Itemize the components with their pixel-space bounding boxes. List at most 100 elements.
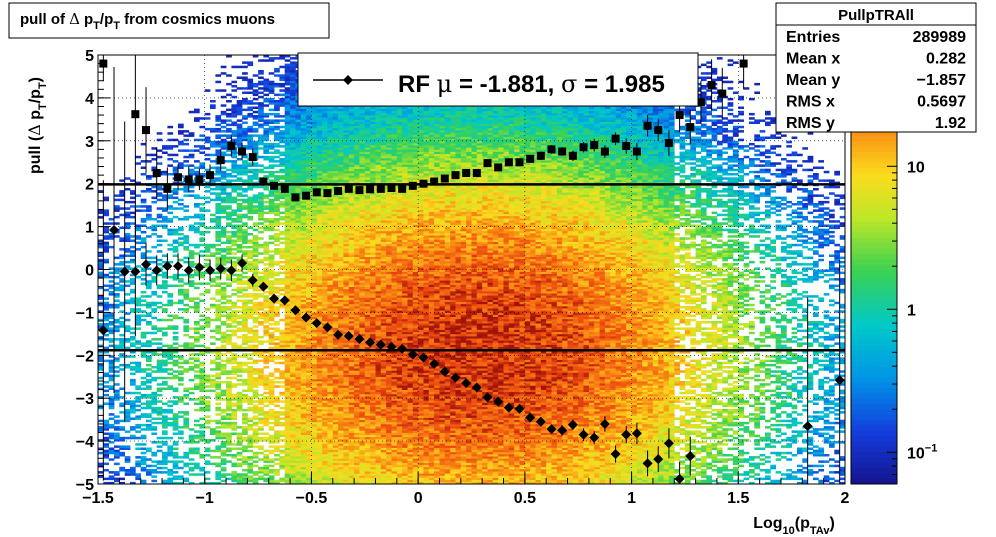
heatmap-cell bbox=[317, 212, 323, 215]
heatmap-cell bbox=[231, 197, 237, 200]
heatmap-cell bbox=[205, 139, 211, 142]
heatmap-cell bbox=[215, 188, 221, 191]
heatmap-cell bbox=[151, 480, 157, 483]
heatmap-cell bbox=[231, 317, 237, 320]
heatmap-cell bbox=[146, 257, 152, 260]
heatmap-cell bbox=[311, 240, 317, 243]
heatmap-cell bbox=[290, 478, 296, 481]
heatmap-cell bbox=[199, 325, 205, 328]
heatmap-cell bbox=[269, 478, 275, 481]
heatmap-cell bbox=[301, 458, 307, 461]
heatmap-cell bbox=[290, 173, 296, 176]
heatmap-cell bbox=[247, 475, 253, 478]
heatmap-cell bbox=[290, 373, 296, 376]
heatmap-cell bbox=[135, 162, 141, 165]
heatmap-cell bbox=[215, 212, 221, 215]
heatmap-cell bbox=[269, 310, 275, 313]
heatmap-cell bbox=[317, 306, 323, 309]
heatmap-cell bbox=[199, 231, 205, 234]
heatmap-cell bbox=[317, 177, 323, 180]
heatmap-cell bbox=[327, 201, 333, 204]
heatmap-cell bbox=[178, 218, 184, 221]
heatmap-cell bbox=[333, 259, 339, 262]
heatmap-cell bbox=[301, 360, 307, 363]
heatmap-cell bbox=[167, 409, 173, 412]
heatmap-cell bbox=[253, 390, 259, 393]
heatmap-cell bbox=[269, 435, 275, 438]
heatmap-cell bbox=[130, 400, 136, 403]
heatmap-cell bbox=[258, 336, 264, 339]
heatmap-cell bbox=[226, 403, 232, 406]
heatmap-cell bbox=[167, 460, 173, 463]
heatmap-cell bbox=[231, 218, 237, 221]
heatmap-cell bbox=[114, 390, 120, 393]
heatmap-cell bbox=[221, 139, 227, 142]
heatmap-cell bbox=[269, 192, 275, 195]
heatmap-cell bbox=[247, 261, 253, 264]
heatmap-cell bbox=[215, 377, 221, 380]
heatmap-cell bbox=[167, 385, 173, 388]
heatmap-cell bbox=[231, 252, 237, 255]
heatmap-cell bbox=[317, 297, 323, 300]
heatmap-cell bbox=[285, 407, 291, 410]
heatmap-cell bbox=[263, 156, 269, 159]
heatmap-cell bbox=[242, 306, 248, 309]
heatmap-cell bbox=[146, 426, 152, 429]
heatmap-cell bbox=[141, 225, 147, 228]
heatmap-cell bbox=[274, 205, 280, 208]
heatmap-cell bbox=[183, 248, 189, 251]
heatmap-cell bbox=[114, 276, 120, 279]
heatmap-cell bbox=[109, 433, 115, 436]
heatmap-cell bbox=[135, 317, 141, 320]
heatmap-cell bbox=[317, 240, 323, 243]
heatmap-cell bbox=[125, 338, 131, 341]
heatmap-cell bbox=[274, 235, 280, 238]
heatmap-cell bbox=[285, 240, 291, 243]
heatmap-cell bbox=[295, 458, 301, 461]
heatmap-cell bbox=[210, 330, 216, 333]
heatmap-cell bbox=[173, 415, 179, 418]
heatmap-cell bbox=[151, 370, 157, 373]
heatmap-cell bbox=[306, 240, 312, 243]
heatmap-cell bbox=[247, 188, 253, 191]
heatmap-cell bbox=[173, 441, 179, 444]
heatmap-cell bbox=[242, 463, 248, 466]
heatmap-cell bbox=[167, 437, 173, 440]
heatmap-cell bbox=[151, 407, 157, 410]
heatmap-cell bbox=[306, 306, 312, 309]
heatmap-cell bbox=[263, 130, 269, 133]
heatmap-cell bbox=[194, 231, 200, 234]
heatmap-cell bbox=[205, 128, 211, 130]
heatmap-cell bbox=[295, 345, 301, 348]
heatmap-cell bbox=[285, 126, 291, 129]
heatmap-cell bbox=[269, 475, 275, 478]
heatmap-cell bbox=[247, 373, 253, 376]
heatmap-cell bbox=[167, 469, 173, 472]
heatmap-cell bbox=[317, 430, 323, 433]
heatmap-cell bbox=[237, 327, 243, 330]
heatmap-cell bbox=[333, 291, 339, 294]
heatmap-cell bbox=[258, 156, 264, 159]
heatmap-cell bbox=[263, 355, 269, 358]
heatmap-cell bbox=[311, 149, 317, 152]
heatmap-cell bbox=[285, 439, 291, 442]
heatmap-cell bbox=[290, 102, 296, 105]
heatmap-cell bbox=[247, 216, 253, 219]
heatmap-cell bbox=[125, 403, 131, 406]
heatmap-cell bbox=[247, 134, 253, 137]
heatmap-cell bbox=[322, 302, 328, 305]
heatmap-cell bbox=[178, 242, 184, 245]
heatmap-cell bbox=[317, 278, 323, 281]
heatmap-cell bbox=[221, 126, 227, 129]
heatmap-cell bbox=[173, 342, 179, 345]
heatmap-cell bbox=[125, 293, 131, 296]
heatmap-cell bbox=[135, 364, 141, 367]
heatmap-cell bbox=[290, 321, 296, 324]
heatmap-cell bbox=[173, 420, 179, 423]
heatmap-cell bbox=[162, 420, 168, 423]
heatmap-cell bbox=[157, 186, 163, 189]
heatmap-cell bbox=[263, 295, 269, 298]
heatmap-cell bbox=[157, 285, 163, 288]
heatmap-cell bbox=[274, 274, 280, 277]
heatmap-cell bbox=[173, 360, 179, 363]
